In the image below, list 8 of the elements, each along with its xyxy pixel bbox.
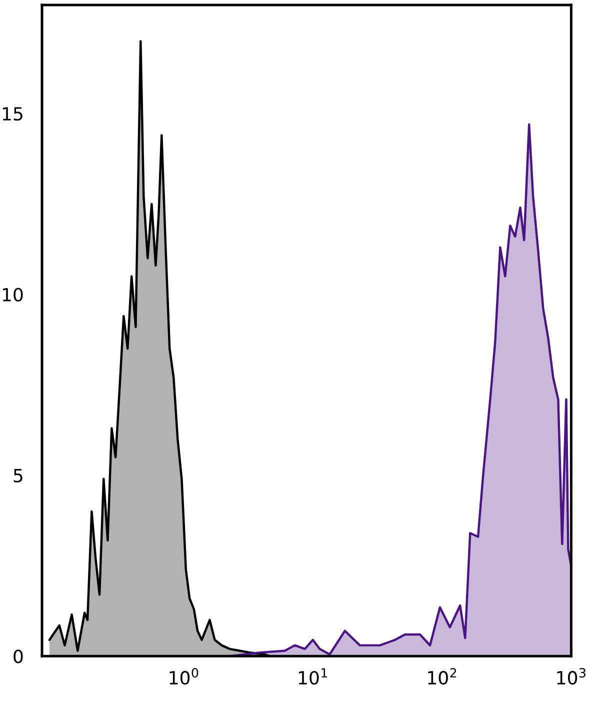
y-tick-label: 0 — [14, 650, 23, 664]
x-tick-label: 10$^{2}$ — [428, 668, 456, 685]
x-tick-label: 10$^{0}$ — [170, 668, 198, 685]
y-tick-label: 10 — [2, 288, 23, 302]
x-tick-label: 10$^{3}$ — [557, 668, 586, 685]
y-tick-label: 5 — [14, 468, 22, 482]
x-tick-label: 10$^{1}$ — [298, 668, 327, 685]
y-tick-label: 15 — [2, 107, 22, 121]
